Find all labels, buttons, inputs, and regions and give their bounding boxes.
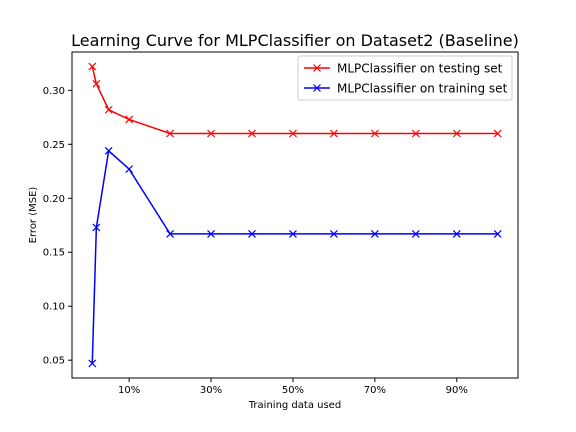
legend-label: MLPClassifier on training set [337, 82, 508, 96]
data-point-marker [207, 129, 215, 138]
axes-frame [71, 51, 519, 379]
data-point-marker [493, 129, 502, 138]
x-tick-label: 50% [282, 385, 304, 396]
x-tick-label: 90% [446, 385, 468, 396]
data-point-marker [88, 62, 97, 71]
legend-box [297, 55, 513, 101]
data-point-marker [289, 229, 297, 238]
legend-swatch-marker [313, 84, 321, 92]
y-tick-label: 0.15 [43, 248, 65, 259]
y-tick-label: 0.30 [43, 86, 65, 97]
x-axis-label: Training data used [248, 400, 341, 411]
x-tick-label: 10% [118, 385, 140, 396]
data-point-marker [329, 229, 338, 238]
legend: MLPClassifier on testing set MLPClassifie… [297, 55, 513, 101]
data-point-marker [289, 129, 297, 138]
data-point-marker [493, 229, 502, 238]
data-point-marker [207, 229, 215, 238]
data-point-marker [411, 129, 420, 138]
data-point-marker [411, 229, 420, 238]
legend-swatch-marker [313, 64, 321, 72]
data-point-marker [125, 165, 134, 174]
x-tick-label: 30% [200, 385, 222, 396]
y-axis-label: Error (MSE) [28, 187, 39, 244]
plot-area: 10% 30% 50% 70% 90% 0.05 0.10 0.15 0.20 0.25 0.30 [43, 62, 502, 396]
data-point-marker [104, 146, 113, 155]
x-tick-label: 70% [364, 385, 386, 396]
data-point-marker [125, 115, 134, 124]
y-tick-label: 0.05 [43, 356, 65, 367]
y-tick-label: 0.25 [43, 140, 65, 151]
data-point-marker [166, 129, 175, 138]
series-testing [88, 62, 502, 138]
data-point-marker [166, 229, 175, 238]
data-point-marker [370, 129, 379, 138]
data-point-marker [452, 129, 461, 138]
data-point-marker [248, 229, 256, 238]
series-training [88, 146, 502, 368]
chart-title: Learning Curve for MLPClassifier on Data… [71, 31, 519, 50]
data-point-marker [104, 105, 113, 114]
data-point-marker [88, 359, 97, 368]
data-point-marker [370, 229, 379, 238]
data-point-marker [452, 229, 461, 238]
y-tick-label: 0.10 [43, 302, 65, 313]
data-point-marker [92, 223, 101, 232]
y-tick-label: 0.20 [43, 194, 65, 205]
data-point-marker [248, 129, 256, 138]
legend-label: MLPClassifier on testing set [337, 62, 503, 76]
data-point-marker [92, 79, 101, 88]
data-point-marker [329, 129, 338, 138]
